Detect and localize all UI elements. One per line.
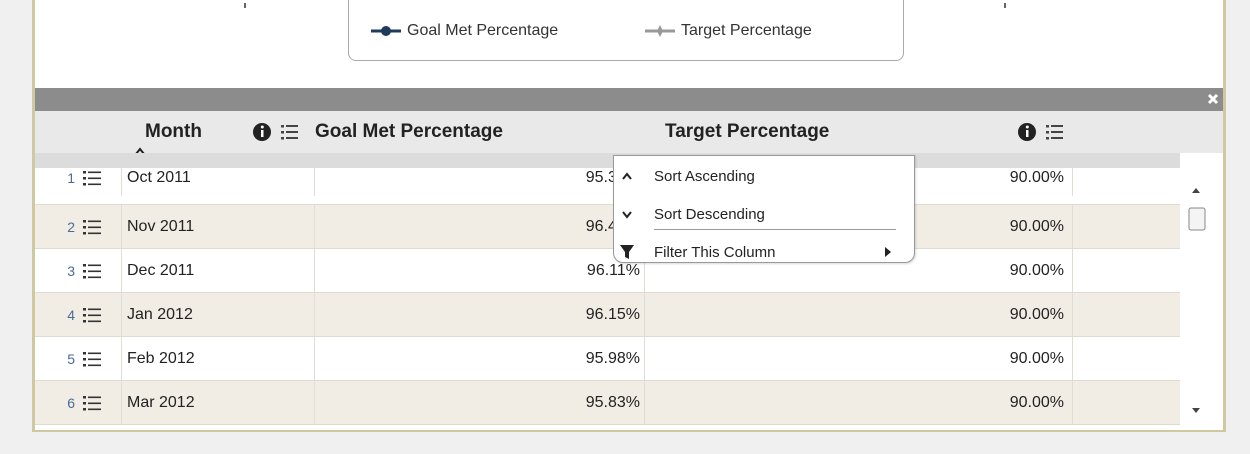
goal-cell: 95.83% [315,381,645,424]
header-row: Month Goal Met Percentage Target Percent… [35,111,1223,155]
legend-label: Target Percentage [681,22,812,39]
row-index: 6 [67,394,75,411]
menu-item[interactable]: Filter This Column [614,237,914,267]
menu-label: Filter This Column [654,243,776,261]
month-cell: Dec 2011 [122,249,315,292]
menu-icon [620,245,634,259]
row-index: 3 [67,262,75,279]
header-strip [35,153,1180,168]
target-cell: 90.00% [645,381,1073,424]
target-cell: 90.00% [645,249,1073,292]
legend-item[interactable]: Goal Met Percentage [371,20,558,42]
month-cell: Oct 2011 [122,168,315,196]
list-icon [83,395,101,410]
context-menu: Sort Ascending Sort Descending Filter Th… [613,155,915,263]
submenu-arrow [885,247,891,257]
sort-indicator [135,147,145,155]
row-menu-icon[interactable] [83,249,122,292]
row-index: 4 [67,306,75,323]
menu-label: Sort Descending [654,205,765,223]
month-cell: Mar 2012 [122,381,315,424]
table-row[interactable]: 6 Mar 2012 95.83% 90.00% [35,381,1180,425]
goal-cell: 95.34% [315,168,645,196]
menu-separator [654,229,896,230]
month-cell: Nov 2011 [122,205,315,248]
row-index: 1 [67,170,75,186]
row-menu-icon[interactable] [83,381,122,424]
legend-label: Goal Met Percentage [407,22,559,39]
table-row[interactable]: 3 Dec 2011 96.11% 90.00% [35,249,1180,293]
menu-icon [622,211,632,219]
menu-item[interactable]: Sort Descending [614,199,914,229]
header-icons[interactable] [1018,122,1078,142]
menu-label: Sort Ascending [654,167,755,185]
header-icons[interactable] [253,122,313,142]
row-menu-icon[interactable] [83,293,122,336]
list-icon [83,263,101,278]
list-icon [83,351,101,366]
goal-cell: 95.98% [315,337,645,380]
month-cell: Feb 2012 [122,337,315,380]
legend: Goal Met Percentage Target Percentage [348,0,904,61]
target-cell: 90.00% [645,293,1073,336]
scrollbar[interactable] [1180,168,1220,430]
target-cell: 90.00% [645,337,1073,380]
list-icon [83,307,101,322]
goal-cell: 96.11% [315,249,645,292]
table-row[interactable]: 1 Oct 201195.34%90.00% [35,168,1180,205]
list-icon [83,171,101,186]
menu-item[interactable]: Sort Ascending [614,161,914,191]
month-cell: Jan 2012 [122,293,315,336]
column-header[interactable]: Target Percentage [665,121,830,142]
grid-toolbar [35,88,1223,111]
close-button[interactable] [1207,93,1219,105]
goal-cell: 96.15% [315,293,645,336]
menu-icon [622,172,632,180]
row-menu-icon[interactable] [83,337,122,380]
table-row[interactable]: 4 Jan 2012 96.15% 90.00% [35,293,1180,337]
table-row[interactable]: 5 Feb 2012 95.98% 90.00% [35,337,1180,381]
column-header[interactable]: Goal Met Percentage [315,121,503,142]
target-cell: 90.00% [645,168,1073,196]
row-menu-icon[interactable] [83,205,122,248]
target-cell: 90.00% [645,205,1073,248]
row-menu-icon[interactable] [83,168,122,196]
column-header[interactable]: Month [145,121,202,142]
row-index: 2 [67,218,75,235]
legend-marker [371,26,401,36]
legend-marker [645,25,675,37]
goal-cell: 96.45% [315,205,645,248]
list-icon [83,219,101,234]
row-index: 5 [67,350,75,367]
legend-item[interactable]: Target Percentage [645,20,812,42]
scrollbar-track [1188,188,1206,413]
